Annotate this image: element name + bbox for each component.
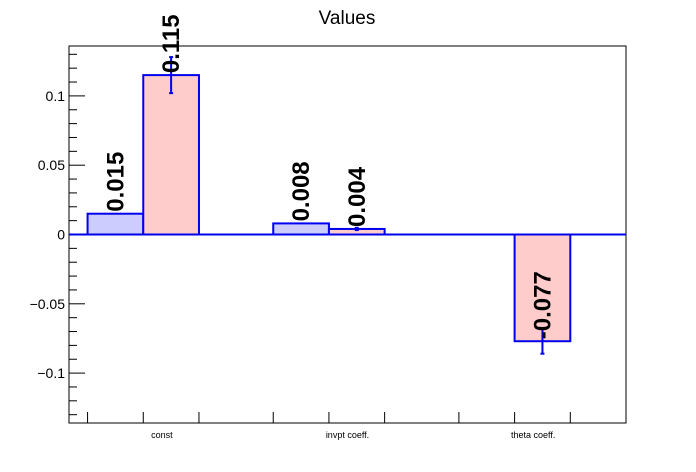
x-axis: const invpt coeff. theta coeff.: [87, 412, 571, 440]
bar: [272, 222, 330, 236]
bar: [86, 212, 145, 236]
data-labels: 0.015 0.115 0.008 0.004 -0.077: [102, 14, 556, 339]
y-tick-label: 0.05: [38, 157, 65, 173]
y-tick-label: 0.1: [46, 88, 66, 104]
data-label: 0.015: [102, 152, 129, 212]
error-bars: [169, 56, 545, 355]
x-tick-label: theta coeff.: [511, 430, 555, 440]
x-tick-label: invpt coeff.: [326, 430, 369, 440]
chart-title: Values: [319, 8, 376, 29]
y-tick-label: −0.05: [30, 296, 66, 312]
bars: [86, 74, 572, 343]
data-label: 0.115: [158, 14, 185, 73]
bar: [142, 74, 200, 236]
data-label: 0.008: [288, 161, 315, 221]
x-tick-label: const: [151, 430, 173, 440]
data-label: 0.004: [344, 166, 371, 227]
y-axis: −0.1 −0.05 0 0.05 0.1: [30, 53, 85, 416]
data-label: -0.077: [529, 271, 556, 339]
y-tick-label: −0.1: [37, 365, 65, 381]
bar: [513, 233, 572, 343]
y-tick-label: 0: [57, 227, 65, 243]
